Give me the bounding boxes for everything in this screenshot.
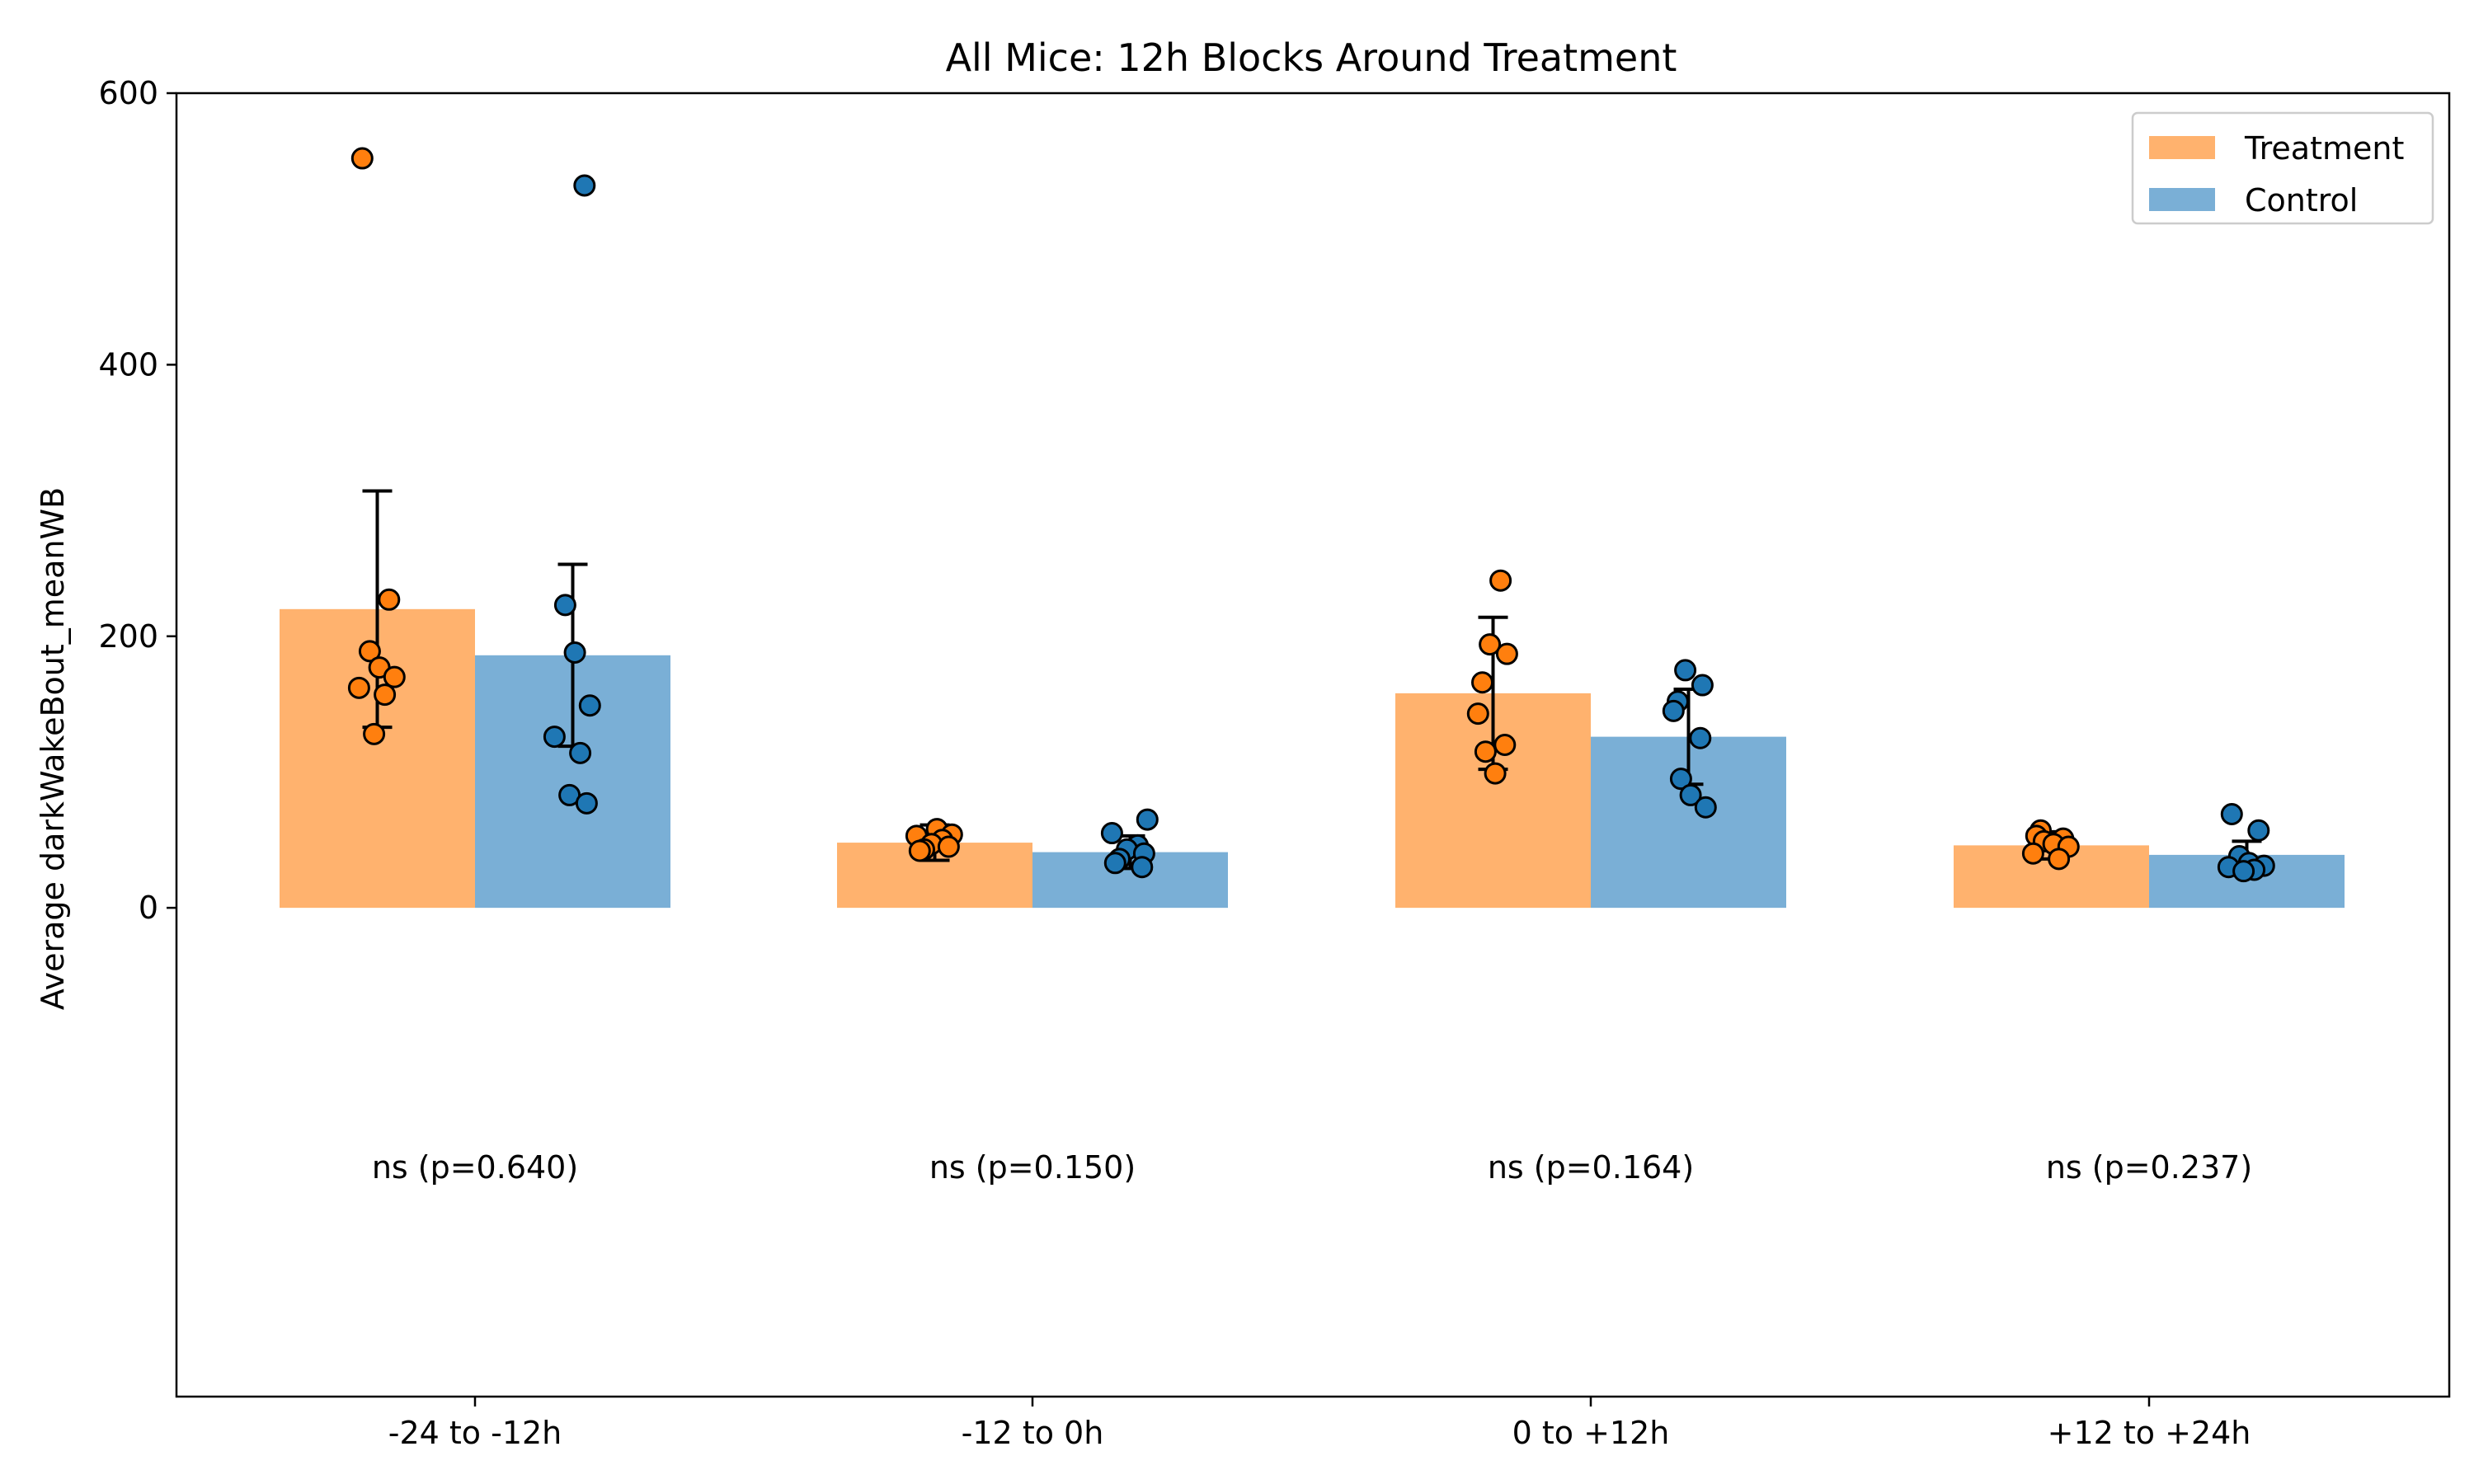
data-point-control xyxy=(2220,802,2243,825)
data-point-treatment xyxy=(2021,842,2044,865)
data-point-treatment xyxy=(383,665,406,688)
legend: Treatment Control xyxy=(2131,111,2434,225)
data-point-control xyxy=(1694,796,1717,819)
y-tick-label: 0 xyxy=(139,890,158,926)
x-tick-label: -12 to 0h xyxy=(962,1415,1104,1451)
data-point-control xyxy=(1674,659,1697,682)
data-point-control xyxy=(563,641,586,665)
data-point-control xyxy=(1662,699,1685,722)
y-axis-label: Average darkWakeBout_meanWB xyxy=(35,487,71,1010)
data-point-control xyxy=(1669,768,1692,791)
data-point-control xyxy=(573,174,596,197)
x-tick-label: -24 to -12h xyxy=(388,1415,562,1451)
data-point-treatment xyxy=(2048,848,2071,871)
legend-label-control: Control xyxy=(2245,182,2358,218)
data-point-control xyxy=(1136,808,1159,831)
data-point-control xyxy=(578,694,601,717)
points-layer xyxy=(347,147,2275,883)
data-point-control xyxy=(569,741,592,764)
data-point-treatment xyxy=(1489,569,1512,592)
data-point-control xyxy=(575,791,598,815)
data-point-control xyxy=(2247,819,2270,842)
data-point-treatment xyxy=(374,683,397,707)
data-point-control xyxy=(1679,783,1702,806)
data-point-treatment xyxy=(350,147,374,170)
data-point-treatment xyxy=(1474,740,1497,763)
chart-title: All Mice: 12h Blocks Around Treatment xyxy=(946,35,1677,80)
data-point-treatment xyxy=(1484,762,1507,785)
data-point-control xyxy=(1103,852,1126,875)
data-point-treatment xyxy=(1495,642,1518,665)
data-point-control xyxy=(1689,726,1712,749)
legend-label-treatment: Treatment xyxy=(2244,130,2404,167)
data-point-treatment xyxy=(1493,734,1517,756)
axes-layer: 0 200 400 600 -24 to -12h -12 to 0h 0 to +12h +… xyxy=(98,75,2451,1451)
text-layer: All Mice: 12h Blocks Around Treatment Av… xyxy=(35,35,2252,1186)
legend-swatch-control xyxy=(2149,188,2215,211)
significance-annotation: ns (p=0.237) xyxy=(2046,1149,2252,1186)
y-tick-label: 600 xyxy=(98,75,158,111)
x-tick-label: +12 to +24h xyxy=(2048,1415,2251,1451)
data-point-treatment xyxy=(358,640,381,663)
data-point-control xyxy=(543,726,566,749)
data-point-treatment xyxy=(378,588,401,611)
data-point-control xyxy=(2232,860,2255,883)
x-tick-label: 0 to +12h xyxy=(1512,1415,1670,1451)
data-point-treatment xyxy=(937,835,960,858)
y-tick-label: 400 xyxy=(98,346,158,383)
data-point-control xyxy=(1691,674,1714,697)
data-point-treatment xyxy=(363,722,386,745)
legend-swatch-treatment xyxy=(2149,136,2215,159)
data-point-treatment xyxy=(908,839,931,862)
plot-frame xyxy=(175,92,2451,1398)
data-point-treatment xyxy=(1466,702,1489,726)
data-point-control xyxy=(1100,822,1123,845)
data-point-treatment xyxy=(347,676,370,699)
data-point-treatment xyxy=(1471,671,1493,694)
significance-annotation: ns (p=0.640) xyxy=(372,1149,578,1186)
significance-annotation: ns (p=0.164) xyxy=(1488,1149,1694,1186)
y-tick-label: 200 xyxy=(98,618,158,655)
data-point-treatment xyxy=(1479,633,1502,656)
data-point-control xyxy=(1131,856,1154,879)
data-point-control xyxy=(553,594,576,617)
significance-annotation: ns (p=0.150) xyxy=(929,1149,1136,1186)
